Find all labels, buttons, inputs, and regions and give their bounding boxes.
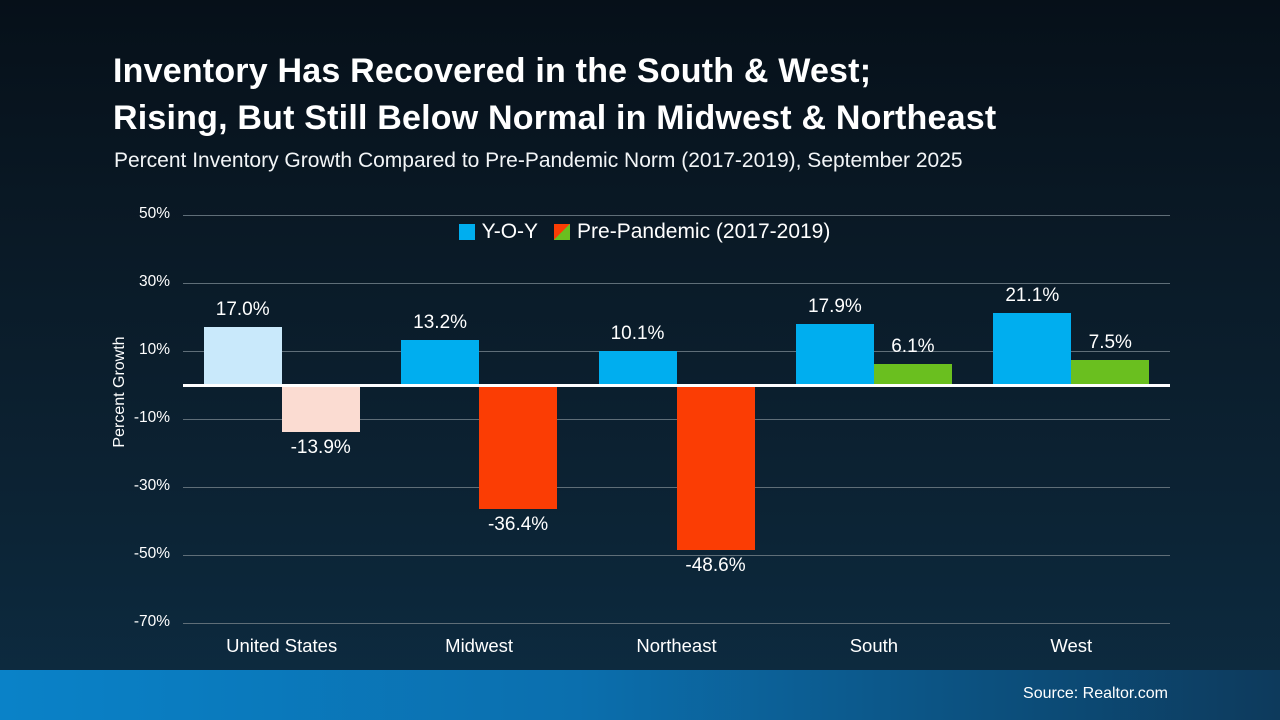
- bar: [479, 385, 558, 509]
- chart-title-line2: Rising, But Still Below Normal in Midwes…: [113, 99, 997, 137]
- bar-value-label: 13.2%: [413, 312, 468, 334]
- y-axis: 50% 30% 10% -10% -30% -50% -70%: [0, 0, 176, 720]
- bar: [281, 385, 360, 433]
- legend-label-yoy: Y-O-Y: [481, 220, 539, 243]
- chart-title: Inventory Has Recovered in the South & W…: [113, 48, 1213, 142]
- bar: [676, 385, 755, 551]
- category-label: Northeast: [636, 635, 717, 656]
- plot-area: Y-O-Y Pre-Pandemic (2017-2019) 17.0% 13.2…: [183, 214, 1170, 656]
- bar-value-label: 10.1%: [610, 322, 665, 344]
- gridline: [183, 282, 1170, 284]
- category-label: South: [849, 635, 899, 656]
- legend-swatch-pre-pandemic-icon: [554, 224, 571, 240]
- y-tick-label: 50%: [138, 205, 170, 222]
- legend-swatch-yoy-icon: [458, 224, 475, 240]
- footer-bar: Source: Realtor.com: [0, 670, 1280, 720]
- y-axis-title: Percent Growth: [111, 336, 128, 448]
- legend-label-pre-pandemic: Pre-Pandemic (2017-2019): [577, 220, 831, 243]
- gridline: [183, 350, 1170, 352]
- bar-value-label: 21.1%: [1005, 285, 1060, 307]
- bar-value-label: -13.9%: [290, 437, 351, 459]
- y-tick-label: -30%: [133, 477, 170, 494]
- bar: [795, 324, 874, 385]
- bar-value-label: 7.5%: [1088, 331, 1132, 353]
- bar-value-label: 17.9%: [807, 296, 862, 318]
- zero-axis-line: [183, 383, 1170, 387]
- category-label: Midwest: [445, 635, 514, 656]
- chart-title-line1: Inventory Has Recovered in the South & W…: [113, 52, 872, 90]
- bar: [993, 313, 1072, 385]
- y-tick-label: 30%: [138, 273, 170, 290]
- gridline: [183, 554, 1170, 556]
- bar: [203, 327, 282, 385]
- category-label: West: [1050, 635, 1093, 656]
- category-label: United States: [226, 635, 338, 656]
- gridline: [183, 622, 1170, 624]
- y-tick-label: 10%: [138, 341, 170, 358]
- bar: [1071, 359, 1150, 385]
- bar: [598, 350, 677, 385]
- chart-subtitle: Percent Inventory Growth Compared to Pre…: [114, 149, 963, 172]
- y-tick-label: -10%: [133, 409, 170, 426]
- bar: [873, 364, 952, 385]
- source-attribution: Source: Realtor.com: [1023, 685, 1168, 702]
- chart-legend: Y-O-Y Pre-Pandemic (2017-2019): [183, 220, 1170, 244]
- gridline: [183, 214, 1170, 216]
- y-tick-label: -50%: [133, 545, 170, 562]
- y-tick-label: -70%: [133, 613, 170, 630]
- bar-value-label: -36.4%: [487, 513, 549, 535]
- bar-value-label: -48.6%: [685, 555, 746, 577]
- bar-value-label: 6.1%: [891, 336, 935, 358]
- bar: [401, 340, 480, 385]
- bar-value-label: 17.0%: [215, 299, 270, 321]
- chart-legend-row: Y-O-Y Pre-Pandemic (2017-2019): [458, 220, 831, 244]
